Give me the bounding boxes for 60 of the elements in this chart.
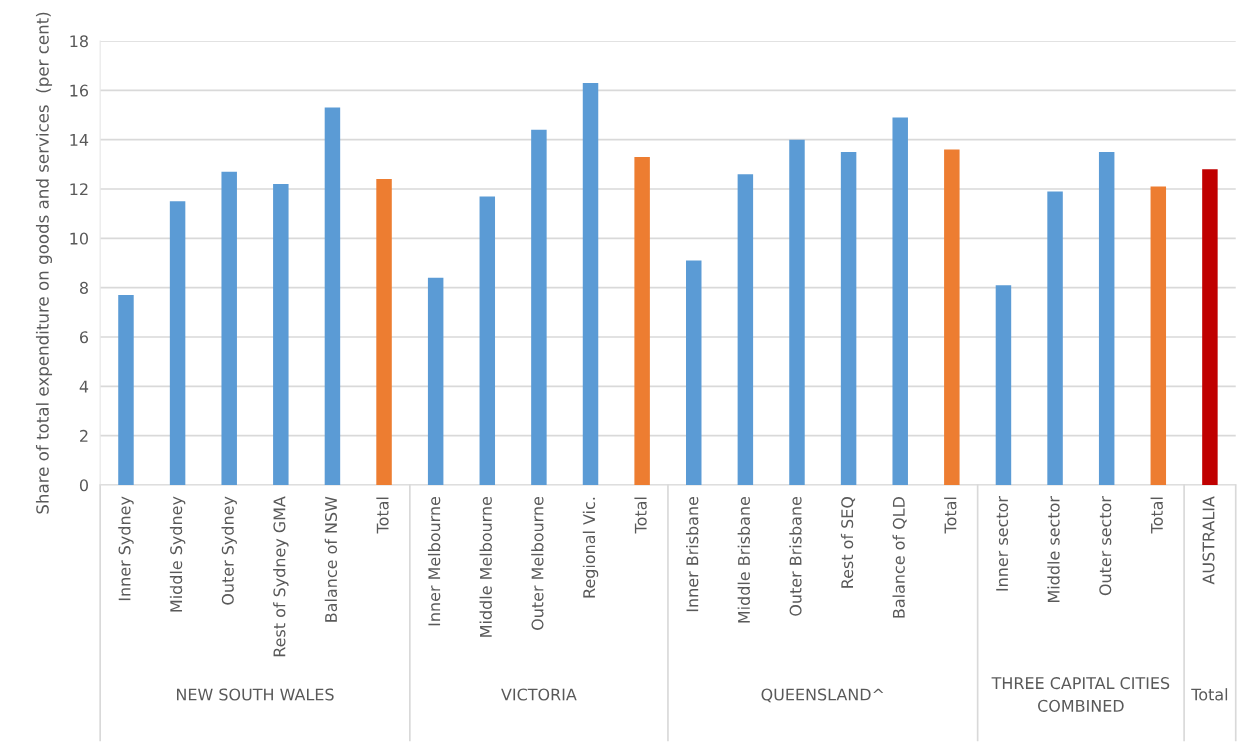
y-tick-label: 14 bbox=[70, 134, 89, 146]
text: Total bbox=[1191, 688, 1228, 701]
y-tick-label: 18 bbox=[70, 35, 88, 48]
bar bbox=[531, 129, 547, 485]
text: QUEENSLAND^ bbox=[761, 688, 884, 703]
x-tick-label: Total bbox=[944, 497, 957, 534]
bar bbox=[427, 277, 444, 485]
x-tick-label: Outer Brisbane bbox=[789, 496, 802, 616]
x-tick-label: Middle Brisbane bbox=[737, 496, 750, 623]
x-tick-label: Total bbox=[376, 497, 389, 534]
y-tick-label: 12 bbox=[70, 183, 88, 196]
bar bbox=[892, 117, 908, 485]
x-tick-label: Middle Melbourne bbox=[479, 496, 492, 637]
bar bbox=[169, 201, 186, 485]
x-tick-label: Inner sector bbox=[996, 496, 1009, 591]
bar bbox=[789, 139, 805, 485]
bar bbox=[840, 151, 857, 485]
text: VICTORIA bbox=[501, 688, 577, 701]
bar bbox=[479, 196, 496, 485]
x-tick-label: Inner Sydney bbox=[118, 496, 134, 601]
bar bbox=[118, 295, 134, 485]
bar bbox=[1202, 169, 1218, 485]
bar bbox=[995, 285, 1012, 485]
bar bbox=[1150, 186, 1167, 485]
x-tick-label: Outer Sydney bbox=[221, 496, 237, 605]
x-tick-label: Inner Brisbane bbox=[686, 496, 699, 612]
bar bbox=[376, 179, 392, 485]
bar bbox=[324, 107, 341, 485]
x-tick-label: AUSTRALIA bbox=[1202, 496, 1215, 585]
text: NEW SOUTH WALES bbox=[177, 688, 334, 701]
y-tick-label: 8 bbox=[79, 281, 88, 294]
x-tick-label: Outer Melbourne bbox=[531, 496, 544, 630]
x-tick-label: Balance of QLD bbox=[892, 497, 907, 618]
y-tick-label: 4 bbox=[79, 380, 89, 393]
x-tick-label: Rest of Sydney GMA bbox=[273, 496, 289, 657]
x-tick-label: Outer sector bbox=[1099, 496, 1112, 596]
x-tick-label: Total bbox=[1150, 497, 1163, 534]
x-tick-label: Inner Melbourne bbox=[427, 496, 441, 626]
y-tick-label: 16 bbox=[70, 84, 89, 97]
bar bbox=[1098, 151, 1115, 485]
y-tick-label: 6 bbox=[80, 331, 89, 344]
x-tick-label: Middle sector bbox=[1047, 496, 1060, 602]
y-tick-label: 0 bbox=[79, 479, 88, 492]
bar bbox=[1047, 191, 1063, 485]
x-tick-label: Middle Sydney bbox=[169, 496, 186, 612]
bar bbox=[582, 82, 599, 485]
x-tick-label: Balance of NSW bbox=[324, 496, 338, 622]
text: THREE CAPITAL CITIES COMBINED bbox=[991, 677, 1170, 712]
y-tick-label: 2 bbox=[80, 429, 88, 442]
x-tick-label: Rest of SEQ bbox=[840, 497, 856, 588]
bar bbox=[273, 184, 289, 485]
bar bbox=[944, 149, 960, 485]
y-axis-title: Share of total expenditure on goods and services (per cent) bbox=[35, 12, 53, 514]
bar bbox=[737, 174, 754, 485]
bar bbox=[221, 171, 237, 485]
bar bbox=[686, 260, 702, 485]
x-tick-label: Total bbox=[634, 497, 647, 534]
x-tick-label: Regional Vic. bbox=[582, 497, 599, 598]
y-tick-label: 10 bbox=[70, 232, 88, 245]
bar bbox=[634, 156, 650, 485]
